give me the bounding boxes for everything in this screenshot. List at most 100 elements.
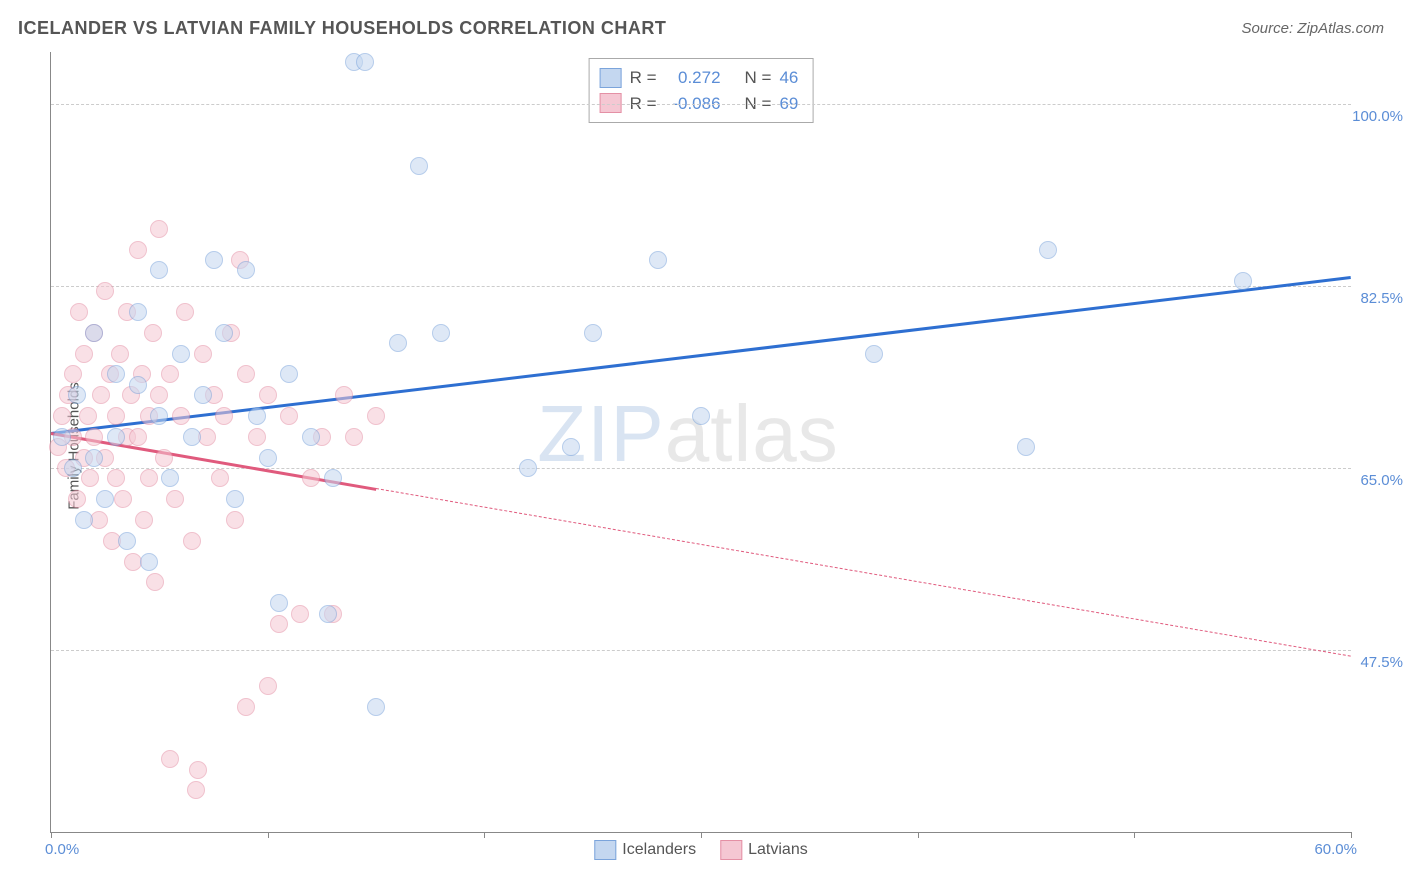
trend-line-dashed bbox=[376, 488, 1351, 657]
data-point bbox=[270, 594, 288, 612]
data-point bbox=[1017, 438, 1035, 456]
chart-title: ICELANDER VS LATVIAN FAMILY HOUSEHOLDS C… bbox=[18, 18, 666, 39]
x-tick bbox=[918, 832, 919, 838]
data-point bbox=[140, 553, 158, 571]
data-point bbox=[345, 428, 363, 446]
data-point bbox=[319, 605, 337, 623]
data-point bbox=[432, 324, 450, 342]
swatch-icelanders bbox=[600, 68, 622, 88]
data-point bbox=[107, 407, 125, 425]
data-point bbox=[64, 365, 82, 383]
x-tick bbox=[51, 832, 52, 838]
data-point bbox=[183, 532, 201, 550]
data-point bbox=[187, 781, 205, 799]
data-point bbox=[75, 511, 93, 529]
data-point bbox=[129, 241, 147, 259]
data-point bbox=[367, 698, 385, 716]
data-point bbox=[248, 428, 266, 446]
data-point bbox=[237, 698, 255, 716]
grid-line bbox=[51, 286, 1351, 287]
legend-label-latvians: Latvians bbox=[748, 841, 808, 858]
x-axis-min-label: 0.0% bbox=[45, 841, 79, 858]
legend-item-icelanders: Icelanders bbox=[594, 840, 696, 860]
data-point bbox=[194, 386, 212, 404]
data-point bbox=[107, 365, 125, 383]
data-point bbox=[302, 469, 320, 487]
data-point bbox=[96, 490, 114, 508]
data-point bbox=[692, 407, 710, 425]
data-point bbox=[356, 53, 374, 71]
data-point bbox=[324, 469, 342, 487]
watermark-zip: ZIP bbox=[537, 389, 664, 478]
data-point bbox=[79, 407, 97, 425]
data-point bbox=[114, 490, 132, 508]
data-point bbox=[367, 407, 385, 425]
data-point bbox=[270, 615, 288, 633]
data-point bbox=[183, 428, 201, 446]
data-point bbox=[211, 469, 229, 487]
data-point bbox=[150, 261, 168, 279]
data-point bbox=[96, 282, 114, 300]
x-tick bbox=[268, 832, 269, 838]
data-point bbox=[302, 428, 320, 446]
data-point bbox=[649, 251, 667, 269]
data-point bbox=[215, 324, 233, 342]
data-point bbox=[129, 303, 147, 321]
grid-line bbox=[51, 104, 1351, 105]
y-tick-label: 65.0% bbox=[1360, 472, 1403, 489]
data-point bbox=[172, 407, 190, 425]
x-tick bbox=[484, 832, 485, 838]
swatch-icelanders-icon bbox=[594, 840, 616, 860]
data-point bbox=[584, 324, 602, 342]
data-point bbox=[259, 449, 277, 467]
grid-line bbox=[51, 650, 1351, 651]
data-point bbox=[150, 220, 168, 238]
data-point bbox=[135, 511, 153, 529]
data-point bbox=[146, 573, 164, 591]
data-point bbox=[194, 345, 212, 363]
correlation-legend: R = 0.272 N = 46 R = -0.086 N = 69 bbox=[589, 58, 814, 123]
data-point bbox=[172, 345, 190, 363]
source-label: Source: ZipAtlas.com bbox=[1241, 20, 1384, 37]
data-point bbox=[335, 386, 353, 404]
data-point bbox=[161, 469, 179, 487]
x-axis-max-label: 60.0% bbox=[1314, 841, 1357, 858]
data-point bbox=[215, 407, 233, 425]
data-point bbox=[166, 490, 184, 508]
data-point bbox=[85, 449, 103, 467]
data-point bbox=[140, 469, 158, 487]
data-point bbox=[1234, 272, 1252, 290]
watermark: ZIPatlas bbox=[537, 388, 838, 480]
data-point bbox=[259, 386, 277, 404]
data-point bbox=[155, 449, 173, 467]
data-point bbox=[144, 324, 162, 342]
data-point bbox=[410, 157, 428, 175]
data-point bbox=[85, 428, 103, 446]
data-point bbox=[107, 428, 125, 446]
data-point bbox=[118, 532, 136, 550]
data-point bbox=[53, 428, 71, 446]
n-label: N = bbox=[745, 65, 772, 91]
data-point bbox=[68, 490, 86, 508]
data-point bbox=[161, 365, 179, 383]
data-point bbox=[161, 750, 179, 768]
x-tick bbox=[1134, 832, 1135, 838]
scatter-plot-area: ZIPatlas R = 0.272 N = 46 R = -0.086 N =… bbox=[50, 52, 1351, 833]
watermark-atlas: atlas bbox=[665, 389, 839, 478]
r-label: R = bbox=[630, 65, 657, 91]
y-tick-label: 100.0% bbox=[1352, 108, 1403, 125]
y-tick-label: 47.5% bbox=[1360, 654, 1403, 671]
data-point bbox=[865, 345, 883, 363]
data-point bbox=[1039, 241, 1057, 259]
data-point bbox=[75, 345, 93, 363]
data-point bbox=[64, 459, 82, 477]
data-point bbox=[81, 469, 99, 487]
data-point bbox=[189, 761, 207, 779]
data-point bbox=[205, 251, 223, 269]
swatch-latvians-icon bbox=[720, 840, 742, 860]
data-point bbox=[280, 407, 298, 425]
x-tick bbox=[1351, 832, 1352, 838]
data-point bbox=[150, 407, 168, 425]
data-point bbox=[237, 365, 255, 383]
data-point bbox=[389, 334, 407, 352]
